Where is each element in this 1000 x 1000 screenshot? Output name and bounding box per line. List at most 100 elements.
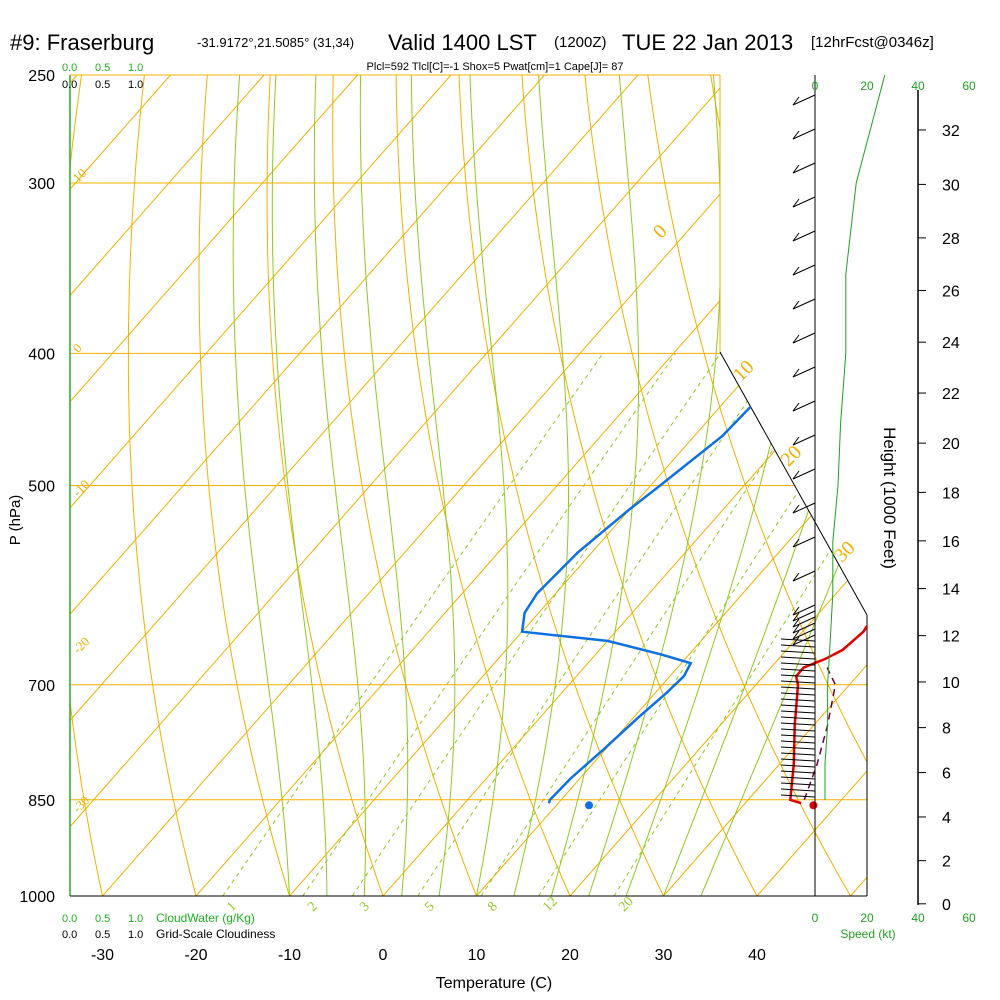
height-axis-title: Height (1000 Feet) <box>880 427 899 569</box>
mixing-ratio-line <box>302 353 677 896</box>
mixing-ratio-label: 12 <box>540 894 561 915</box>
wind-barb-flag <box>792 198 800 208</box>
mixing-ratio-line <box>613 353 867 896</box>
wind-barb-staff <box>792 94 816 106</box>
wind-barb-staff <box>780 674 816 678</box>
wind-barb-staff <box>780 650 816 654</box>
wind-barb-staff <box>780 662 816 666</box>
isotherm-label: 30 <box>830 537 860 567</box>
height-tick-label: 14 <box>942 582 960 599</box>
wind-barb <box>780 788 816 792</box>
wind-barb <box>780 656 816 660</box>
height-tick-label: 32 <box>942 123 960 140</box>
mixing-ratio-line <box>351 353 721 896</box>
wind-barb <box>780 704 816 708</box>
wind-barb <box>780 758 816 762</box>
wind-barb <box>780 710 816 714</box>
dry-adiabat-line <box>647 75 867 896</box>
wind-barb <box>792 400 816 412</box>
pressure-tick-label: 1000 <box>19 889 55 906</box>
wind-barb <box>792 616 816 628</box>
cloudwater-scale-top: 0.0 0.5 1.0 0.0 0.5 1.0 <box>62 62 143 91</box>
wind-barb <box>780 734 816 738</box>
pressure-tick-label: 250 <box>28 68 55 85</box>
wind-barb-staff <box>792 298 816 310</box>
moist-adiabat-line <box>550 75 640 896</box>
wind-barb-flag <box>792 266 800 276</box>
wind-barb <box>780 668 816 672</box>
forecast-info: [12hrFcst@0346z] <box>811 34 934 51</box>
wind-barb-flag <box>792 470 800 480</box>
wind-barb-staff <box>792 622 816 634</box>
wind-barb-flag <box>792 368 800 378</box>
wind-barb-staff <box>780 686 816 690</box>
wind-barb <box>780 638 816 642</box>
wind-barb-staff <box>780 656 816 660</box>
wind-barb-staff <box>780 704 816 708</box>
mixing-ratio-line <box>480 353 838 896</box>
wind-barb <box>780 686 816 690</box>
cloudwater-tick: 1.0 <box>128 62 143 74</box>
wind-barb-staff <box>780 734 816 738</box>
height-tick-label: 26 <box>942 283 960 300</box>
temperature-tick-label: 10 <box>468 947 486 964</box>
wind-barb-staff <box>780 770 816 774</box>
wind-barb-staff <box>780 722 816 726</box>
moist-adiabat-line <box>588 75 722 896</box>
wind-barb <box>780 698 816 702</box>
dry-adiabat-line <box>266 75 384 896</box>
wind-barb <box>792 536 816 548</box>
isotherm-line <box>70 75 358 896</box>
dry-adiabat-line <box>127 75 197 896</box>
cloudwater-scale-bottom: 0.0 0.5 1.0 CloudWater (g/Kg) 0.0 0.5 1.… <box>62 911 275 941</box>
moist-adiabat-line <box>513 75 569 896</box>
wind-barb-flag <box>792 538 800 548</box>
wind-barb-staff <box>792 196 816 208</box>
height-tick-label: 24 <box>942 335 960 352</box>
cloudiness-tick: 0.0 <box>62 79 77 91</box>
wind-speed-line <box>824 74 886 800</box>
speed-tick: 20 <box>860 79 874 93</box>
speed-tick: 40 <box>911 79 925 93</box>
pressure-tick-label: 400 <box>28 346 55 363</box>
pressure-tick-label: 500 <box>28 479 55 496</box>
wind-barb <box>780 650 816 654</box>
wind-barb-flag <box>792 130 800 140</box>
moist-adiabat-line <box>700 75 867 896</box>
moist-adiabat-line <box>271 75 328 896</box>
wind-barb <box>792 366 816 378</box>
wind-barb <box>780 716 816 720</box>
mixing-ratio-label: 3 <box>357 899 373 915</box>
cloudiness-tick: 0.5 <box>95 929 110 941</box>
temperature-tick-label: 40 <box>748 947 766 964</box>
pressure-tick-label: 850 <box>28 793 55 810</box>
cloudwater-tick: 1.0 <box>128 913 143 925</box>
wind-barb-flag <box>792 232 800 242</box>
wind-barb-staff <box>780 794 816 798</box>
wind-barb-flag <box>792 300 800 310</box>
height-tick-label: 16 <box>942 534 960 551</box>
temperature-tick-label: -30 <box>91 947 114 964</box>
moist-adiabat-line <box>410 75 456 896</box>
thermo-grid <box>70 75 867 896</box>
wind-barb-flag <box>792 630 800 640</box>
wind-barb-staff <box>792 128 816 140</box>
wind-barb-staff <box>780 764 816 768</box>
dry-adiabat-line <box>332 75 477 896</box>
moist-adiabat-line <box>232 75 290 896</box>
speed-tick: 60 <box>962 79 976 93</box>
wind-barb <box>780 692 816 696</box>
wind-barb-flag <box>792 334 800 344</box>
wind-barb-staff <box>780 782 816 786</box>
dry-adiabat-line <box>395 75 571 896</box>
surface-temperature-point <box>809 801 818 810</box>
dry-adiabat-line <box>198 75 290 896</box>
wind-barb <box>792 604 816 616</box>
wind-barb-staff <box>780 644 816 648</box>
wind-barb-flag <box>792 436 800 446</box>
cloudiness-tick: 1.0 <box>128 929 143 941</box>
wind-barb-staff <box>780 698 816 702</box>
wind-barb-flag <box>792 504 800 514</box>
wind-barb <box>792 196 816 208</box>
pressure-tick-label: 300 <box>28 176 55 193</box>
